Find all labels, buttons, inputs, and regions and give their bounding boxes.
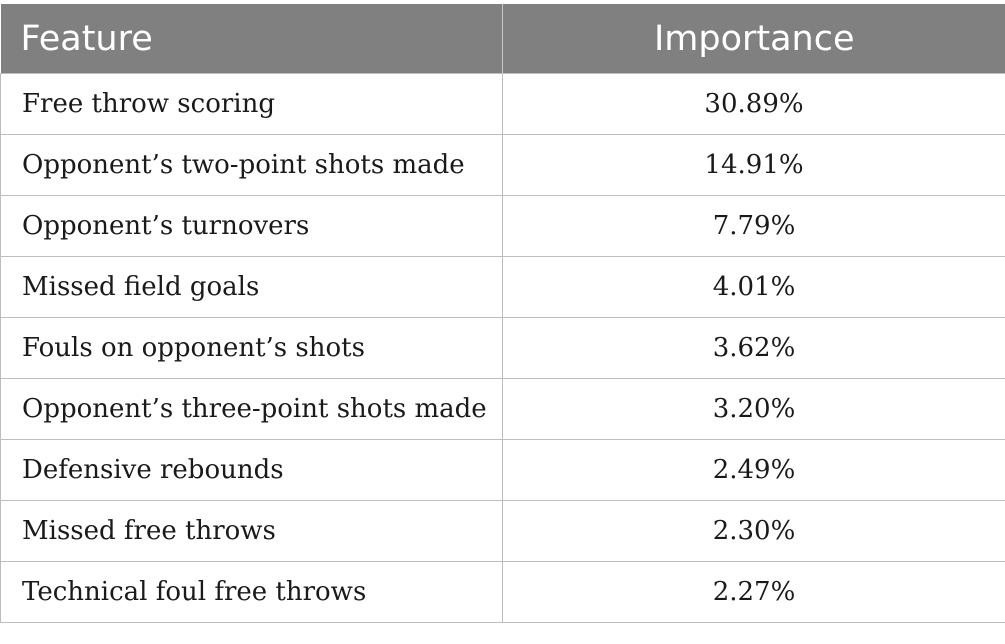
table-row: Missed field goals 4.01% bbox=[0, 256, 1005, 318]
feature-cell: Defensive rebounds bbox=[0, 439, 503, 501]
column-header-feature: Feature bbox=[0, 4, 503, 74]
table-row: Opponent’s two-point shots made 14.91% bbox=[0, 134, 1005, 196]
importance-cell: 3.62% bbox=[502, 317, 1005, 379]
table-row: Opponent’s three-point shots made 3.20% bbox=[0, 378, 1005, 440]
table-body: Free throw scoring 30.89% Opponent’s two… bbox=[0, 73, 1005, 623]
table-row: Fouls on opponent’s shots 3.62% bbox=[0, 317, 1005, 379]
table-row: Technical foul free throws 2.27% bbox=[0, 561, 1005, 623]
feature-cell: Free throw scoring bbox=[0, 73, 503, 135]
importance-cell: 30.89% bbox=[502, 73, 1005, 135]
table-row: Missed free throws 2.30% bbox=[0, 500, 1005, 562]
header-row: Feature Importance bbox=[0, 4, 1005, 74]
column-header-importance: Importance bbox=[502, 4, 1005, 74]
table-header: Feature Importance bbox=[0, 4, 1005, 74]
table-row: Free throw scoring 30.89% bbox=[0, 73, 1005, 135]
importance-cell: 3.20% bbox=[502, 378, 1005, 440]
feature-cell: Opponent’s three-point shots made bbox=[0, 378, 503, 440]
importance-cell: 14.91% bbox=[502, 134, 1005, 196]
importance-cell: 2.49% bbox=[502, 439, 1005, 501]
importance-cell: 4.01% bbox=[502, 256, 1005, 318]
importance-cell: 2.30% bbox=[502, 500, 1005, 562]
table-row: Opponent’s turnovers 7.79% bbox=[0, 195, 1005, 257]
table-row: Defensive rebounds 2.49% bbox=[0, 439, 1005, 501]
feature-cell: Fouls on opponent’s shots bbox=[0, 317, 503, 379]
feature-cell: Technical foul free throws bbox=[0, 561, 503, 623]
feature-cell: Opponent’s two-point shots made bbox=[0, 134, 503, 196]
importance-cell: 2.27% bbox=[502, 561, 1005, 623]
feature-importance-table-container: Feature Importance Free throw scoring 30… bbox=[0, 4, 1005, 623]
feature-cell: Opponent’s turnovers bbox=[0, 195, 503, 257]
importance-cell: 7.79% bbox=[502, 195, 1005, 257]
feature-importance-table: Feature Importance Free throw scoring 30… bbox=[0, 4, 1005, 623]
feature-cell: Missed free throws bbox=[0, 500, 503, 562]
feature-cell: Missed field goals bbox=[0, 256, 503, 318]
